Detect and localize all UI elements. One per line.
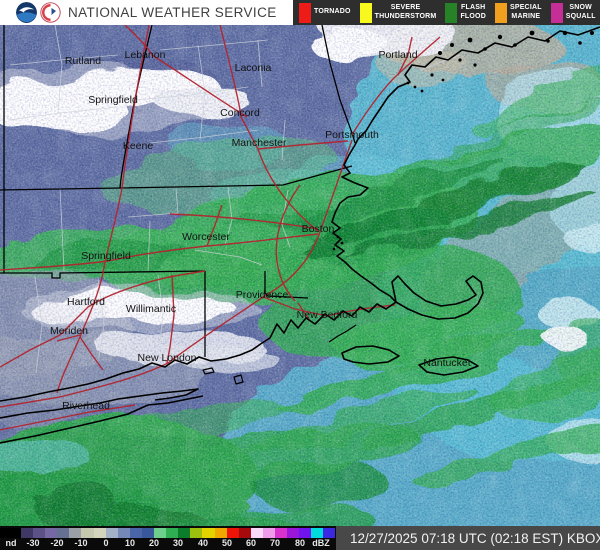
noaa-logo-icon bbox=[16, 2, 37, 23]
city-label-concord: Concord bbox=[220, 107, 260, 119]
city-label-springfield: Springfield bbox=[88, 94, 138, 106]
colorbar-segment bbox=[105, 528, 118, 538]
colorbar-segment bbox=[69, 528, 82, 538]
colorbar-segment bbox=[299, 528, 312, 538]
colorbar-segment bbox=[250, 528, 263, 538]
colorbar-segment bbox=[274, 528, 288, 538]
bottom-bar: nd -30 -20 -10 0 10 20 30 40 50 60 70 80 dBZ 12/27/20… bbox=[0, 526, 600, 550]
city-label-manchester: Manchester bbox=[232, 137, 287, 149]
colorbar-tick-50: 50 bbox=[221, 538, 233, 548]
city-label-nantucket: Nantucket bbox=[423, 357, 470, 369]
colorbar-gradient bbox=[0, 528, 336, 538]
city-label-new-bedford: New Bedford bbox=[297, 309, 358, 321]
colorbar-tick-20: 20 bbox=[148, 538, 160, 548]
colorbar-segment bbox=[262, 528, 275, 538]
site-title: NATIONAL WEATHER SERVICE bbox=[68, 5, 277, 20]
header-bar: NATIONAL WEATHER SERVICE TORNADO SEVERE T… bbox=[0, 0, 600, 25]
legend-label: SNOW SQUALL bbox=[565, 4, 596, 20]
highways bbox=[0, 25, 441, 431]
colorbar-segment bbox=[166, 528, 179, 538]
colorbar-tick--10: -10 bbox=[74, 538, 88, 548]
colorbar-segment bbox=[33, 528, 46, 538]
colorbar-segment bbox=[190, 528, 203, 538]
colorbar-segment bbox=[178, 528, 191, 538]
city-label-new-london: New London bbox=[138, 352, 197, 364]
warning-legend: TORNADO SEVERE THUNDERSTORM FLASH FLOOD SPE… bbox=[293, 0, 600, 25]
city-label-riverhead: Riverhead bbox=[62, 400, 110, 412]
city-label-meriden: Meriden bbox=[50, 325, 88, 337]
timestamp-text: 12/27/2025 07:18 UTC (02:18 EST) KBOX bbox=[350, 530, 600, 546]
legend-item-tornado: TORNADO bbox=[299, 2, 351, 23]
colorbar-tick-60: 60 bbox=[245, 538, 257, 548]
city-label-keene: Keene bbox=[123, 140, 154, 152]
legend-item-snow: SNOW SQUALL bbox=[550, 2, 596, 23]
city-labels: Rutland Lebanon Laconia Springfield Concord K… bbox=[50, 49, 471, 412]
colorbar-segment bbox=[21, 528, 34, 538]
city-label-portsmouth: Portsmouth bbox=[325, 129, 379, 141]
colorbar-segment bbox=[226, 528, 239, 538]
colorbar-ticks: nd -30 -20 -10 0 10 20 30 40 50 60 70 80 dBZ bbox=[0, 538, 336, 550]
coastal-islands bbox=[332, 30, 594, 251]
coastline bbox=[0, 26, 600, 444]
colorbar-tick-40: 40 bbox=[197, 538, 209, 548]
legend-item-severe: SEVERE THUNDERSTORM bbox=[359, 2, 437, 23]
city-label-lebanon: Lebanon bbox=[125, 49, 166, 61]
colorbar-segment bbox=[93, 528, 106, 538]
colorbar-tick-80: 80 bbox=[294, 538, 306, 548]
city-label-springfield: Springfield bbox=[81, 250, 131, 262]
legend-swatch bbox=[299, 2, 311, 23]
colorbar-tick-0: 0 bbox=[103, 538, 109, 548]
legend-label: FLASH FLOOD bbox=[460, 4, 486, 20]
colorbar-tick-10: 10 bbox=[124, 538, 136, 548]
timestamp-panel: 12/27/2025 07:18 UTC (02:18 EST) KBOX bbox=[336, 526, 600, 550]
colorbar-segment bbox=[238, 528, 251, 538]
colorbar-tick-nd: nd bbox=[5, 538, 17, 548]
colorbar-tick-70: 70 bbox=[269, 538, 281, 548]
colorbar-segment bbox=[81, 528, 94, 538]
city-label-laconia: Laconia bbox=[235, 62, 272, 74]
nws-logo-icon bbox=[40, 2, 61, 23]
logo-group bbox=[16, 2, 61, 23]
city-label-boston: Boston bbox=[302, 223, 335, 235]
colorbar-segment bbox=[129, 528, 142, 538]
colorbar-segment bbox=[311, 528, 324, 538]
colorbar-segment bbox=[154, 528, 167, 538]
city-label-portland: Portland bbox=[378, 49, 417, 61]
legend-item-special: SPECIAL MARINE bbox=[494, 2, 542, 23]
legend-swatch bbox=[550, 2, 563, 23]
radar-map[interactable]: Rutland Lebanon Laconia Springfield Concord K… bbox=[0, 25, 600, 526]
city-label-rutland: Rutland bbox=[65, 55, 101, 67]
legend-item-flash: FLASH FLOOD bbox=[445, 2, 486, 23]
legend-label: SPECIAL MARINE bbox=[509, 4, 542, 20]
colorbar-tick--20: -20 bbox=[50, 538, 64, 548]
legend-swatch bbox=[445, 2, 458, 23]
legend-label: SEVERE THUNDERSTORM bbox=[374, 4, 437, 20]
colorbar-segment bbox=[214, 528, 227, 538]
colorbar-segment bbox=[45, 528, 58, 538]
legend-swatch bbox=[359, 2, 372, 23]
colorbar-tick--30: -30 bbox=[26, 538, 40, 548]
city-label-providence: Providence bbox=[236, 289, 289, 301]
county-borders bbox=[7, 25, 461, 374]
colorbar-segment bbox=[287, 528, 300, 538]
colorbar-segment bbox=[117, 528, 130, 538]
colorbar-segment bbox=[202, 528, 215, 538]
legend-label: TORNADO bbox=[314, 8, 351, 16]
colorbar-segment bbox=[57, 528, 70, 538]
colorbar-tick-30: 30 bbox=[172, 538, 184, 548]
colorbar-segment-nd bbox=[0, 528, 21, 538]
reflectivity-colorbar: nd -30 -20 -10 0 10 20 30 40 50 60 70 80 dBZ bbox=[0, 526, 336, 550]
legend-swatch bbox=[494, 2, 507, 23]
city-label-worcester: Worcester bbox=[182, 231, 230, 243]
city-label-willimantic: Willimantic bbox=[126, 303, 176, 315]
city-label-hartford: Hartford bbox=[67, 296, 105, 308]
colorbar-segment bbox=[323, 528, 336, 538]
colorbar-tick-dBZ: dBZ bbox=[312, 538, 330, 548]
state-borders bbox=[0, 25, 356, 357]
colorbar-segment bbox=[141, 528, 155, 538]
